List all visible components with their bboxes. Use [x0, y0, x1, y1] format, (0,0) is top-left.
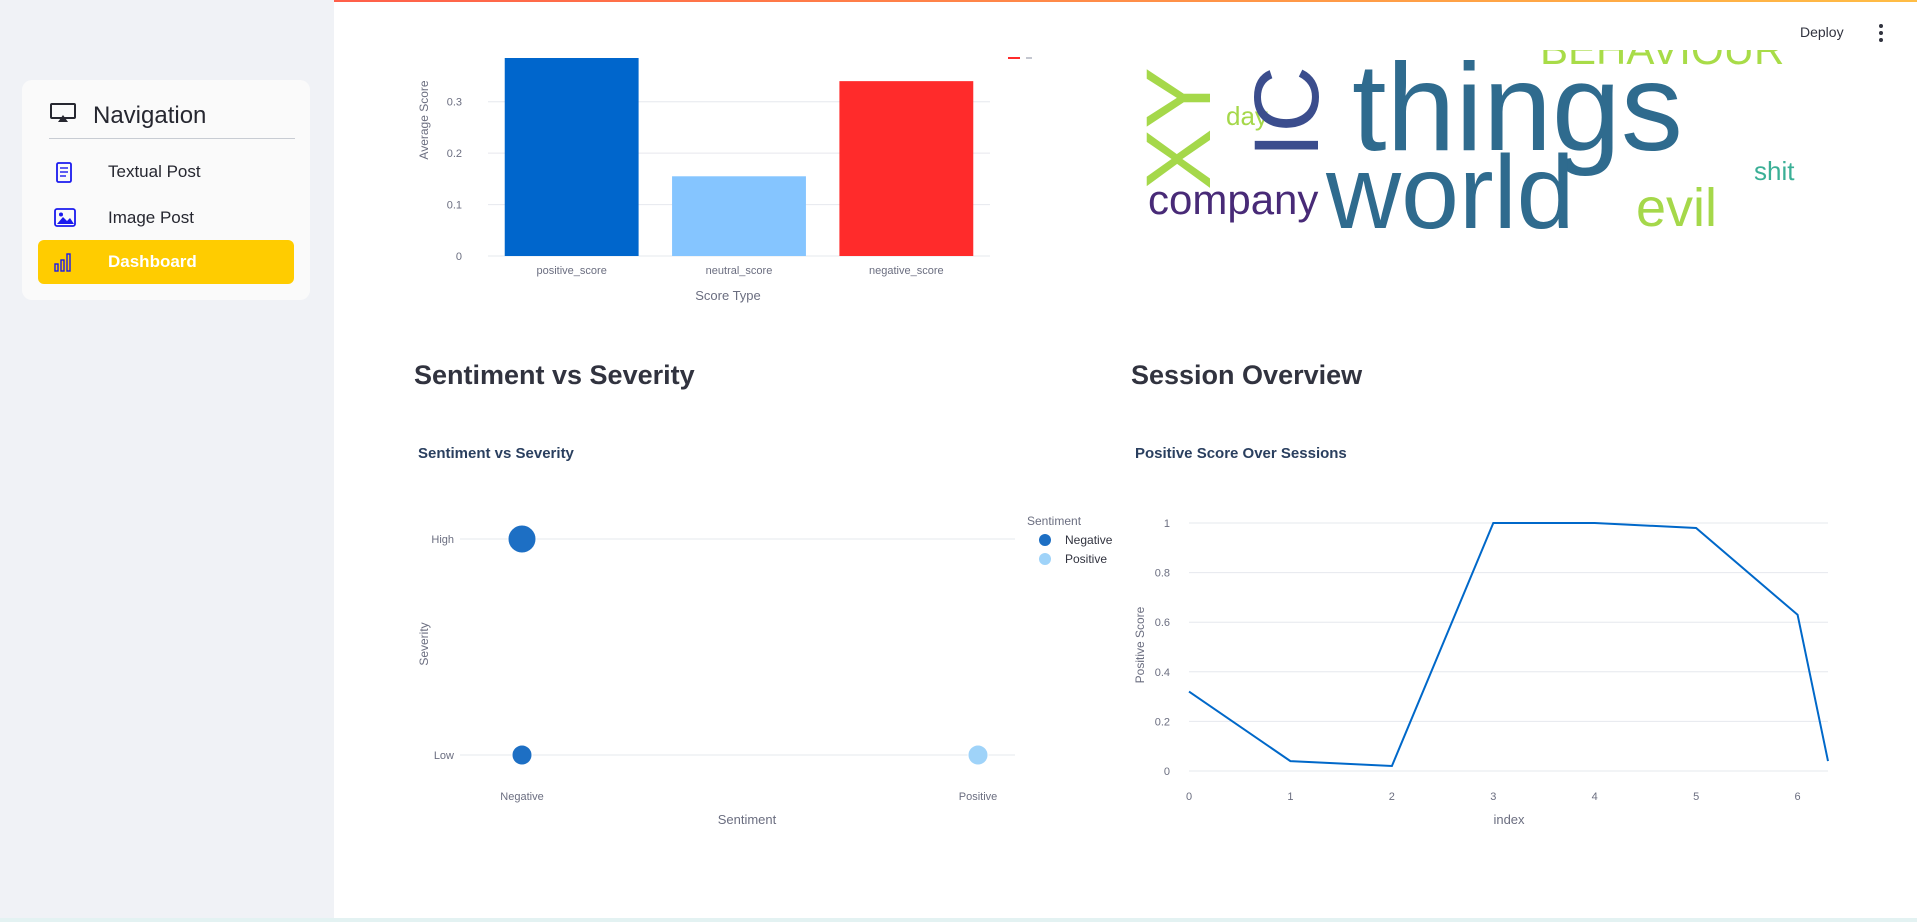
word: things [1352, 50, 1683, 177]
point-negative[interactable] [507, 524, 537, 554]
point-positive[interactable] [967, 744, 989, 766]
word: shit [1754, 156, 1795, 186]
legend-marker-negative [1039, 534, 1051, 546]
bar-positive_score[interactable] [504, 58, 639, 256]
navigation-menu: Navigation Textual Post I [22, 80, 310, 300]
bottom-edge [0, 918, 1917, 922]
y-tick-label: 0.2 [1155, 716, 1170, 728]
y-tick-label: High [431, 534, 454, 546]
x-tick-label: 1 [1287, 791, 1293, 803]
y-tick-label: 0 [456, 251, 462, 263]
y-axis-label: Positive Score [1133, 606, 1147, 683]
score-bar-chart: 0 0.1 0.2 0.3 positive_score neutral_score neg… [417, 58, 990, 303]
x-tick-label: 5 [1693, 791, 1699, 803]
y-tick-label: 0.1 [447, 200, 462, 212]
document-icon [54, 162, 74, 189]
legend-title: Sentiment [1027, 514, 1082, 528]
navigation-title: Navigation [93, 102, 207, 129]
legend-swatch-fragment [1008, 57, 1032, 59]
word: company [1148, 176, 1318, 223]
y-tick-label: 0 [1164, 766, 1170, 778]
y-tick-label: 0.4 [1155, 667, 1170, 679]
y-tick-label: 1 [1164, 518, 1170, 530]
sidebar-item-image-post[interactable]: Image Post [38, 196, 294, 240]
deploy-button[interactable]: Deploy [1800, 24, 1844, 40]
x-tick-label: 0 [1186, 791, 1192, 803]
y-axis-label: Average Score [417, 80, 431, 159]
x-tick-label: Positive [959, 791, 998, 803]
scatter-legend: Sentiment Negative Positive [1027, 514, 1113, 566]
section-heading-sentiment-vs-severity: Sentiment vs Severity [414, 360, 695, 390]
sidebar-item-label: Image Post [108, 208, 194, 227]
airplay-icon [49, 102, 77, 129]
word-cloud: BEHAVIOUR things world company evil day … [1140, 50, 1820, 250]
x-tick-label: negative_score [869, 265, 944, 277]
x-tick-label: positive_score [537, 265, 607, 277]
sidebar-item-dashboard[interactable]: Dashboard [38, 240, 294, 284]
word: evil [1636, 178, 1717, 238]
word: IC [1236, 66, 1338, 158]
scatter-chart-title: Sentiment vs Severity [418, 445, 574, 462]
point-negative[interactable] [511, 744, 533, 766]
y-tick-label: 0.8 [1155, 568, 1170, 580]
series-line-positive-score[interactable] [1188, 522, 1829, 768]
x-tick-label: 2 [1389, 791, 1395, 803]
y-axis-label: Severity [417, 622, 431, 665]
bar-neutral_score[interactable] [672, 176, 806, 256]
positive-score-line-chart: 0 0.2 0.4 0.6 0.8 1 0 1 2 3 4 5 6 index Positive Sco… [1133, 518, 1829, 827]
y-tick-label: Low [434, 750, 454, 762]
word: day [1226, 101, 1268, 131]
word: world [1325, 135, 1575, 250]
x-axis-label: Score Type [695, 288, 761, 303]
x-tick-label: 4 [1592, 791, 1598, 803]
line-chart-title: Positive Score Over Sessions [1135, 445, 1347, 462]
word: XY [1140, 67, 1230, 190]
x-axis-label: index [1493, 812, 1525, 827]
x-axis-label: Sentiment [718, 812, 777, 827]
word: BEHAVIOUR [1540, 50, 1784, 73]
sidebar-item-textual-post[interactable]: Textual Post [38, 150, 294, 194]
sidebar-item-label: Textual Post [108, 162, 201, 181]
x-tick-label: neutral_score [706, 265, 773, 277]
legend-label-positive[interactable]: Positive [1065, 552, 1107, 566]
x-tick-label: Negative [500, 791, 543, 803]
bar-negative_score[interactable] [839, 81, 974, 256]
top-accent-line [0, 0, 1917, 2]
x-tick-label: 3 [1490, 791, 1496, 803]
y-tick-label: 0.2 [447, 148, 462, 160]
section-heading-session-overview: Session Overview [1131, 360, 1363, 390]
y-tick-label: 0.6 [1155, 617, 1170, 629]
sidebar-item-label: Dashboard [108, 252, 197, 271]
legend-label-negative[interactable]: Negative [1065, 533, 1113, 547]
sidebar: Navigation Textual Post I [0, 0, 334, 922]
bar-chart-icon [54, 252, 74, 277]
navigation-header: Navigation [49, 96, 295, 139]
legend-marker-positive [1039, 553, 1051, 565]
sentiment-severity-scatter-chart: Low High Negative Positive Sentiment Severi… [417, 514, 1113, 827]
y-tick-label: 0.3 [447, 97, 462, 109]
x-tick-label: 6 [1795, 791, 1801, 803]
image-icon [54, 208, 76, 233]
kebab-menu-icon[interactable] [1873, 22, 1889, 44]
